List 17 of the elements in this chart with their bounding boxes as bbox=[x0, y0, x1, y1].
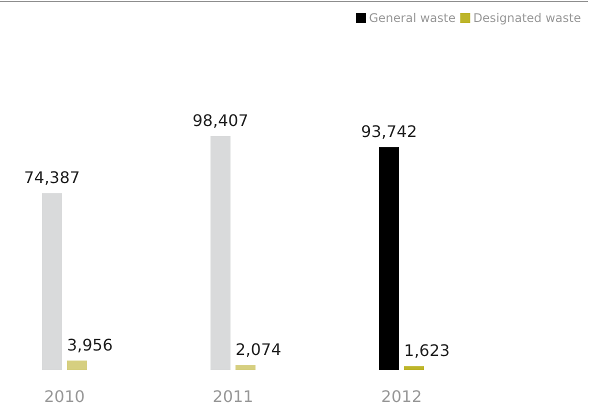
x-tick-label: 2010 bbox=[44, 387, 85, 406]
bar bbox=[236, 365, 256, 370]
data-label: 93,742 bbox=[361, 122, 418, 142]
bar bbox=[42, 193, 62, 370]
bar bbox=[66, 360, 87, 370]
data-label: 1,623 bbox=[404, 341, 450, 360]
data-label: 2,074 bbox=[236, 340, 282, 360]
x-tick-label: 2011 bbox=[212, 387, 254, 406]
bar bbox=[210, 136, 230, 370]
data-label: 98,407 bbox=[192, 111, 248, 130]
bar bbox=[379, 147, 400, 370]
legend-label: General waste bbox=[369, 11, 456, 25]
data-label: 3,956 bbox=[66, 336, 113, 355]
bar bbox=[404, 366, 424, 370]
x-tick-label: 2012 bbox=[381, 387, 422, 406]
data-label: 74,387 bbox=[24, 168, 80, 188]
legend-label: Designated waste bbox=[473, 11, 582, 25]
